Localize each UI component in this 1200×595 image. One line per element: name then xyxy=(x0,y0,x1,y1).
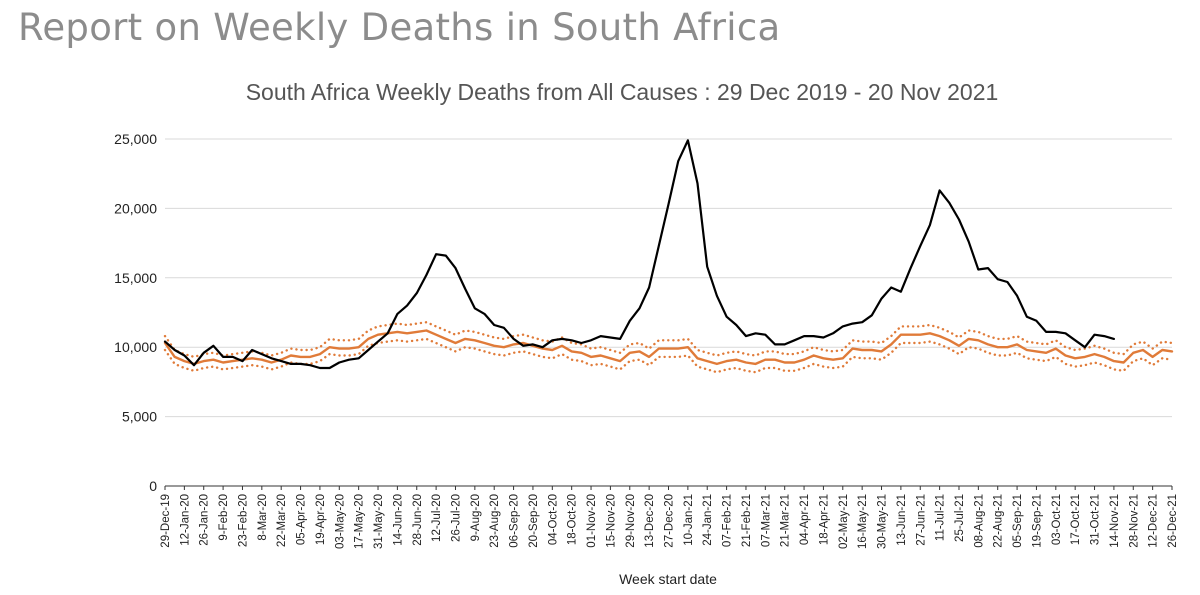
x-tick-label: 26-Jul-20 xyxy=(450,494,462,542)
x-tick-label: 08-Aug-21 xyxy=(973,494,985,548)
x-tick-label: 13-Dec-20 xyxy=(644,494,656,548)
x-axis-label: Week start date xyxy=(619,571,717,587)
x-tick-label: 21-Mar-21 xyxy=(780,494,792,547)
x-tick-label: 10-Jan-21 xyxy=(683,494,695,546)
series-line-lower-prediction-bound xyxy=(163,337,1174,374)
x-tick-label: 12-Jul-20 xyxy=(431,494,443,542)
x-tick-label: 26-Dec-21 xyxy=(1167,494,1179,548)
x-tick-label: 14-Jun-20 xyxy=(392,494,404,546)
x-axis-ticks: 29-Dec-19 12-Jan-20 26-Jan-20 9-Feb-20 23-Fe… xyxy=(160,486,1179,549)
y-tick-label: 5,000 xyxy=(122,409,157,425)
y-tick-label: 15,000 xyxy=(114,270,157,286)
x-tick-label: 07-Feb-21 xyxy=(722,494,734,547)
x-tick-label: 02-May-21 xyxy=(838,494,850,549)
x-tick-label: 03-May-20 xyxy=(334,494,346,549)
series-line-predicted-weekly-deaths xyxy=(163,329,1174,366)
x-tick-label: 27-Dec-20 xyxy=(664,494,676,548)
x-tick-label: 04-Apr-21 xyxy=(799,494,811,545)
x-tick-label: 11-Jul-21 xyxy=(935,494,947,541)
y-tick-label: 25,000 xyxy=(114,131,157,147)
x-tick-label: 19-Sep-21 xyxy=(1031,494,1043,548)
x-tick-label: 9-Aug-20 xyxy=(470,494,482,541)
x-tick-label: 03-Oct-21 xyxy=(1051,494,1063,545)
y-axis-ticks: 0 5,000 10,000 15,000 20,000 25,000 xyxy=(114,131,157,494)
x-tick-label: 18-Apr-21 xyxy=(818,494,830,545)
x-tick-label: 19-Apr-20 xyxy=(315,494,327,545)
x-tick-label: 20-Sep-20 xyxy=(528,494,540,548)
series-line-upper-prediction-bound xyxy=(163,321,1174,359)
x-tick-label: 14-Nov-21 xyxy=(1109,494,1121,548)
x-tick-label: 25-Jul-21 xyxy=(954,494,966,542)
x-tick-label: 05-Sep-21 xyxy=(1012,494,1024,548)
x-tick-label: 17-Oct-21 xyxy=(1070,494,1082,545)
x-tick-label: 26-Jan-20 xyxy=(199,494,211,546)
x-tick-label: 23-Feb-20 xyxy=(237,494,249,547)
x-tick-label: 18-Oct-20 xyxy=(567,494,579,545)
x-tick-label: 28-Nov-21 xyxy=(1128,494,1140,548)
x-tick-label: 07-Mar-21 xyxy=(760,494,772,547)
x-tick-label: 05-Apr-20 xyxy=(296,494,308,545)
x-tick-label: 04-Oct-20 xyxy=(547,494,559,545)
x-tick-label: 29-Nov-20 xyxy=(625,494,637,548)
x-tick-label: 24-Jan-21 xyxy=(702,494,714,546)
y-tick-label: 10,000 xyxy=(114,339,157,355)
report-title: Report on Weekly Deaths in South Africa xyxy=(18,6,781,49)
x-tick-label: 12-Jan-20 xyxy=(179,494,191,546)
x-tick-label: 31-Oct-21 xyxy=(1090,494,1102,545)
x-tick-label: 01-Nov-20 xyxy=(586,494,598,548)
x-tick-label: 23-Aug-20 xyxy=(489,494,501,548)
x-tick-label: 30-May-21 xyxy=(877,494,889,549)
y-tick-label: 20,000 xyxy=(114,200,157,216)
x-tick-label: 28-Jun-20 xyxy=(412,494,424,546)
x-tick-label: 9-Feb-20 xyxy=(218,494,230,541)
x-tick-label: 12-Dec-21 xyxy=(1148,494,1160,548)
x-tick-label: 31-May-20 xyxy=(373,494,385,549)
y-tick-label: 0 xyxy=(149,478,157,494)
series-lines xyxy=(163,139,1174,374)
x-tick-label: 15-Nov-20 xyxy=(605,494,617,548)
gridlines xyxy=(165,138,1172,418)
x-tick-label: 8-Mar-20 xyxy=(257,494,269,541)
x-tick-label: 21-Feb-21 xyxy=(741,494,753,547)
x-tick-label: 13-Jun-21 xyxy=(896,494,908,546)
x-tick-label: 06-Sep-20 xyxy=(509,494,521,548)
x-tick-label: 22-Aug-21 xyxy=(993,494,1005,548)
x-tick-label: 22-Mar-20 xyxy=(276,494,288,547)
x-tick-label: 16-May-21 xyxy=(857,494,869,549)
x-tick-label: 27-Jun-21 xyxy=(915,494,927,546)
series-line-actual-weekly-deaths xyxy=(163,139,1116,370)
chart-title: South Africa Weekly Deaths from All Caus… xyxy=(246,79,999,105)
x-tick-label: 29-Dec-19 xyxy=(160,494,172,548)
x-tick-label: 17-May-20 xyxy=(354,494,366,549)
